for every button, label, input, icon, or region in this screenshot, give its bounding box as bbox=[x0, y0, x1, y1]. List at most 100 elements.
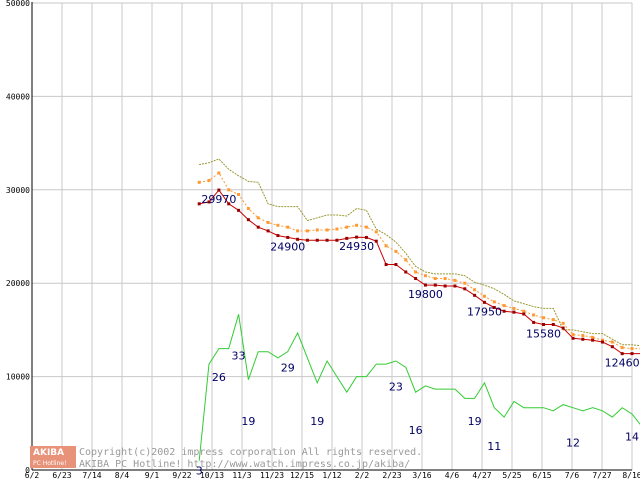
series-avg-point bbox=[443, 277, 447, 281]
series-low-point bbox=[227, 202, 231, 206]
series-avg-point bbox=[453, 278, 457, 282]
series-low-point bbox=[276, 234, 280, 238]
logo-badge bbox=[30, 446, 76, 468]
series-shops-line bbox=[198, 314, 640, 461]
x-tick-label: 4/27 bbox=[472, 471, 491, 480]
axes bbox=[31, 2, 632, 471]
series-avg-point bbox=[394, 249, 398, 253]
data-label-low: 15580 bbox=[526, 327, 561, 340]
series-low-point bbox=[630, 352, 634, 356]
watermark: AKIBA PC Hotline! Copyright(c)2002 impre… bbox=[30, 446, 422, 470]
y-tick-label: 30000 bbox=[6, 186, 30, 195]
data-label-shops: 16 bbox=[409, 424, 423, 437]
x-tick-label: 7/14 bbox=[82, 471, 101, 480]
series-low-point bbox=[532, 320, 536, 324]
data-label-low: 29970 bbox=[201, 193, 236, 206]
x-tick-label: 11/3 bbox=[232, 471, 251, 480]
x-tick-label: 9/22 bbox=[172, 471, 191, 480]
series-avg-point bbox=[620, 346, 624, 350]
series-low-point bbox=[384, 263, 388, 267]
series-avg-point bbox=[286, 225, 290, 229]
series-low-point bbox=[355, 235, 359, 239]
site-text: AKIBA PC Hotline! http://www.watch.impre… bbox=[79, 459, 410, 470]
series-low-point bbox=[551, 322, 555, 326]
series-avg-point bbox=[581, 334, 585, 338]
series-avg-point bbox=[512, 306, 516, 310]
data-label-low: 24930 bbox=[339, 240, 374, 253]
series-low-point bbox=[591, 338, 595, 342]
x-tick-label: 6/15 bbox=[532, 471, 551, 480]
series-avg-point bbox=[522, 309, 526, 313]
series-low-point bbox=[296, 237, 300, 241]
series-avg-point bbox=[237, 192, 241, 196]
data-label-shops: 11 bbox=[487, 440, 501, 453]
series-low-point bbox=[335, 238, 339, 242]
series-avg-point bbox=[266, 220, 270, 224]
series-low-point bbox=[473, 293, 477, 297]
series-avg-point bbox=[296, 229, 300, 233]
series-low-point bbox=[315, 238, 319, 242]
data-label-low: 17950 bbox=[467, 305, 502, 318]
series-avg-point bbox=[591, 335, 595, 339]
y-tick-label: 10000 bbox=[6, 373, 30, 382]
data-label-shops: 33 bbox=[232, 349, 246, 362]
series-avg-point bbox=[364, 225, 368, 229]
series-avg-point bbox=[315, 228, 319, 232]
series-avg-point bbox=[414, 270, 418, 274]
series-low-point bbox=[374, 239, 378, 243]
data-label-low: 24900 bbox=[270, 240, 305, 253]
series-low-point bbox=[217, 188, 221, 192]
series-low-line bbox=[199, 189, 640, 355]
x-tick-label: 7/27 bbox=[592, 471, 611, 480]
series-low-point bbox=[325, 238, 329, 242]
series-avg-point bbox=[404, 258, 408, 262]
series-avg-point bbox=[532, 313, 536, 317]
series-avg-point bbox=[246, 206, 250, 210]
x-tick-label: 8/16 bbox=[622, 471, 640, 480]
series-avg-point bbox=[502, 304, 506, 308]
x-tick-label: 4/6 bbox=[445, 471, 460, 480]
data-label-shops: 26 bbox=[212, 371, 226, 384]
series-avg-point bbox=[384, 244, 388, 248]
series-low-point bbox=[345, 236, 349, 240]
x-tick-label: 9/1 bbox=[145, 471, 160, 480]
series-low-point bbox=[305, 238, 309, 242]
series-avg-point bbox=[355, 223, 359, 227]
series-low-point bbox=[482, 300, 486, 304]
series-low-point bbox=[394, 263, 398, 267]
series-low-point bbox=[463, 287, 467, 291]
y-tick-label: 20000 bbox=[6, 279, 30, 288]
series-avg-point bbox=[561, 321, 565, 325]
series-low-point bbox=[571, 336, 575, 340]
series-low-point bbox=[256, 225, 260, 229]
y-tick-label: 0 bbox=[25, 466, 30, 475]
series-low-point bbox=[561, 326, 565, 330]
x-tick-label: 11/23 bbox=[260, 471, 284, 480]
series-avg-point bbox=[600, 338, 604, 342]
series-low-point bbox=[610, 345, 614, 349]
logo-text-bottom: PC Hotline! bbox=[33, 460, 66, 467]
series-avg-point bbox=[610, 340, 614, 344]
x-tick-label: 6/2 bbox=[25, 471, 40, 480]
y-tick-labels: 50000 40000 30000 20000 10000 0 bbox=[6, 0, 30, 475]
y-tick-label: 40000 bbox=[6, 92, 30, 101]
data-label-shops: 3 bbox=[196, 465, 203, 478]
data-label-shops: 19 bbox=[310, 415, 324, 428]
x-tick-label: 7/6 bbox=[565, 471, 580, 480]
series-low-point bbox=[207, 200, 211, 204]
series-avg-point bbox=[256, 216, 260, 220]
series-low-point bbox=[423, 283, 427, 287]
series-low-point bbox=[266, 229, 270, 233]
series-low-point bbox=[541, 322, 545, 326]
series-low-point bbox=[453, 284, 457, 288]
series-avg-point bbox=[423, 274, 427, 278]
data-labels: 2997024900249301980017950155801246099503… bbox=[196, 193, 640, 478]
series-low-point bbox=[433, 283, 437, 287]
series-low-point bbox=[404, 270, 408, 274]
data-label-shops: 14 bbox=[625, 430, 639, 443]
series-avg-point bbox=[630, 347, 634, 351]
series-avg-point bbox=[463, 281, 467, 285]
series-low-point bbox=[581, 337, 585, 341]
x-tick-label: 6/23 bbox=[52, 471, 71, 480]
